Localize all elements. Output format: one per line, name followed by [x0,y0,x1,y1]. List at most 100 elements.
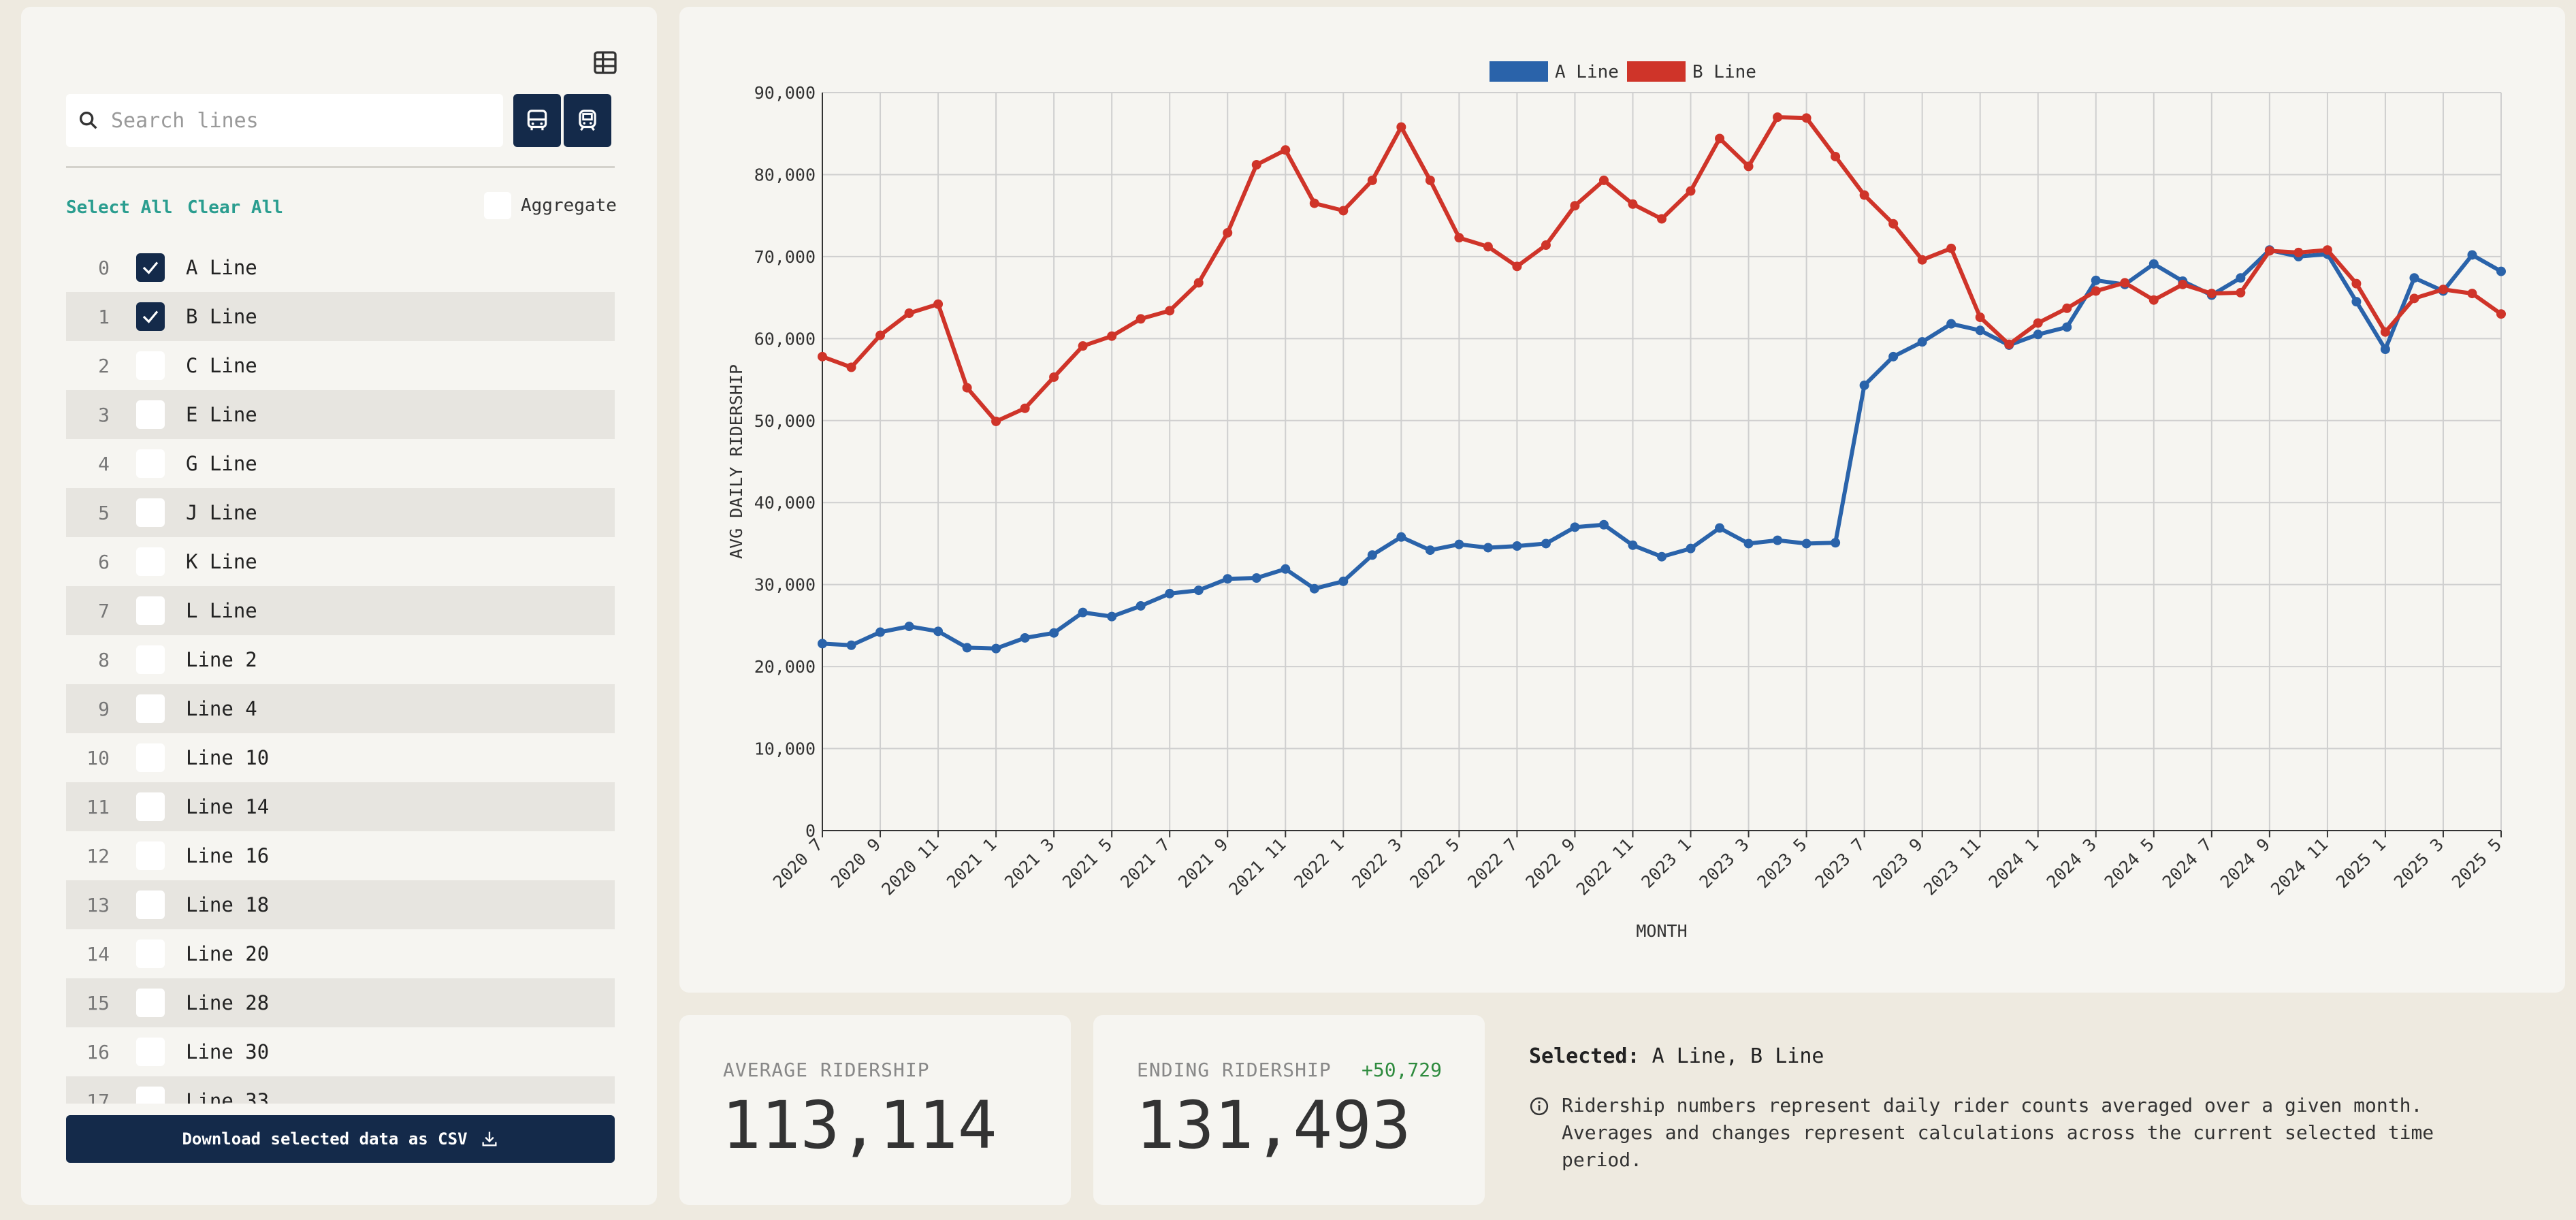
line-checkbox[interactable] [136,400,165,429]
line-checkbox[interactable] [136,743,165,772]
line-list-item[interactable]: 11 Line 14 [66,782,615,831]
data-point [1743,161,1754,172]
line-checkbox[interactable] [136,596,165,625]
line-index: 4 [98,452,110,475]
data-point [1165,306,1175,316]
line-list-item[interactable]: 16 Line 30 [66,1027,615,1076]
data-point [818,351,827,362]
line-list-item[interactable]: 13 Line 18 [66,880,615,929]
x-tick-label: 2025 1 [2332,835,2389,892]
line-list-item[interactable]: 12 Line 16 [66,831,615,880]
line-checkbox[interactable] [136,940,165,968]
line-list-item[interactable]: 0 A Line [66,243,615,292]
line-checkbox[interactable] [136,645,165,674]
bus-icon [527,110,547,131]
data-point [1338,206,1349,216]
data-point [1281,145,1291,155]
data-point [1715,523,1725,533]
y-tick-label: 70,000 [754,247,816,267]
line-list-item[interactable]: 3 E Line [66,390,615,439]
data-point [2091,275,2101,285]
table-view-icon[interactable] [592,49,619,76]
data-point [1859,380,1869,390]
x-tick-label: 2025 5 [2448,835,2505,892]
data-point [1743,539,1754,549]
data-point [1598,519,1609,530]
line-list-item[interactable]: 2 C Line [66,341,615,390]
line-checkbox[interactable] [136,989,165,1017]
line-list-item[interactable]: 10 Line 10 [66,733,615,782]
data-point [2264,246,2274,256]
data-point [1107,611,1117,622]
line-list-item[interactable]: 17 Line 33 [66,1076,615,1104]
divider [66,166,615,168]
line-list-item[interactable]: 5 J Line [66,488,615,537]
x-tick-label: 2024 11 [2267,835,2332,899]
data-point [1598,175,1609,185]
selected-value: A Line, B Line [1652,1044,1824,1068]
series-line-a-line [822,248,2502,651]
data-point [2236,287,2246,298]
select-all-button[interactable]: Select All [66,197,173,218]
data-point [1020,403,1030,413]
data-point [2033,330,2043,340]
line-index: 0 [98,256,110,279]
x-tick-label: 2020 9 [827,835,884,892]
line-checkbox[interactable] [136,890,165,919]
clear-all-button[interactable]: Clear All [187,197,283,218]
line-list-item[interactable]: 9 Line 4 [66,684,615,733]
line-checkbox[interactable] [136,351,165,380]
data-point [1483,543,1493,553]
aggregate-toggle[interactable]: Aggregate [484,192,617,219]
data-point [1657,214,1667,224]
line-checkbox[interactable] [136,302,165,331]
search-input[interactable] [110,108,494,133]
x-tick-label: 2021 3 [1001,835,1058,892]
line-checkbox[interactable] [136,694,165,723]
data-point [1367,175,1377,185]
line-checkbox[interactable] [136,1038,165,1066]
ending-ridership-label: ENDING RIDERSHIP [1137,1059,1332,1081]
line-index: 13 [86,893,110,916]
line-list-item[interactable]: 1 B Line [66,292,615,341]
data-point [2148,295,2159,305]
data-point [1570,522,1580,532]
line-index: 1 [98,305,110,328]
line-list-item[interactable]: 4 G Line [66,439,615,488]
y-tick-label: 20,000 [754,657,816,677]
line-list-item[interactable]: 6 K Line [66,537,615,586]
train-icon [579,110,596,131]
line-checkbox[interactable] [136,547,165,576]
legend-swatch [1490,61,1548,82]
line-index: 6 [98,550,110,573]
x-tick-label: 2025 3 [2390,835,2447,892]
x-tick-label: 2022 7 [1464,835,1521,892]
line-checkbox[interactable] [136,792,165,821]
line-name: G Line [186,452,257,475]
line-name: Line 28 [186,991,270,1014]
line-checkbox[interactable] [136,449,165,478]
bus-filter-button[interactable] [513,94,561,147]
line-list: 0 A Line 1 B Line 2 C Line 3 E Line 4 G Line 5 J Li… [66,243,615,1104]
line-list-item[interactable]: 7 L Line [66,586,615,635]
data-point [1338,576,1349,586]
aggregate-checkbox[interactable] [484,192,511,219]
line-list-item[interactable]: 15 Line 28 [66,978,615,1027]
download-csv-button[interactable]: Download selected data as CSV [66,1115,615,1163]
line-index: 15 [86,991,110,1014]
x-tick-label: 2022 3 [1348,835,1405,892]
line-list-item[interactable]: 14 Line 20 [66,929,615,978]
data-point [991,643,1001,654]
x-tick-label: 2022 11 [1573,835,1637,899]
data-point [1223,227,1233,238]
train-filter-button[interactable] [564,94,611,147]
x-tick-label: 2024 5 [2101,835,2158,892]
line-list-item[interactable]: 8 Line 2 [66,635,615,684]
line-checkbox[interactable] [136,253,165,282]
selected-lines-summary: Selected: A Line, B Line [1529,1044,1824,1068]
line-checkbox[interactable] [136,1087,165,1104]
data-point [1946,243,1957,253]
line-checkbox[interactable] [136,841,165,870]
x-tick-label: 2021 7 [1116,835,1174,892]
line-checkbox[interactable] [136,498,165,527]
